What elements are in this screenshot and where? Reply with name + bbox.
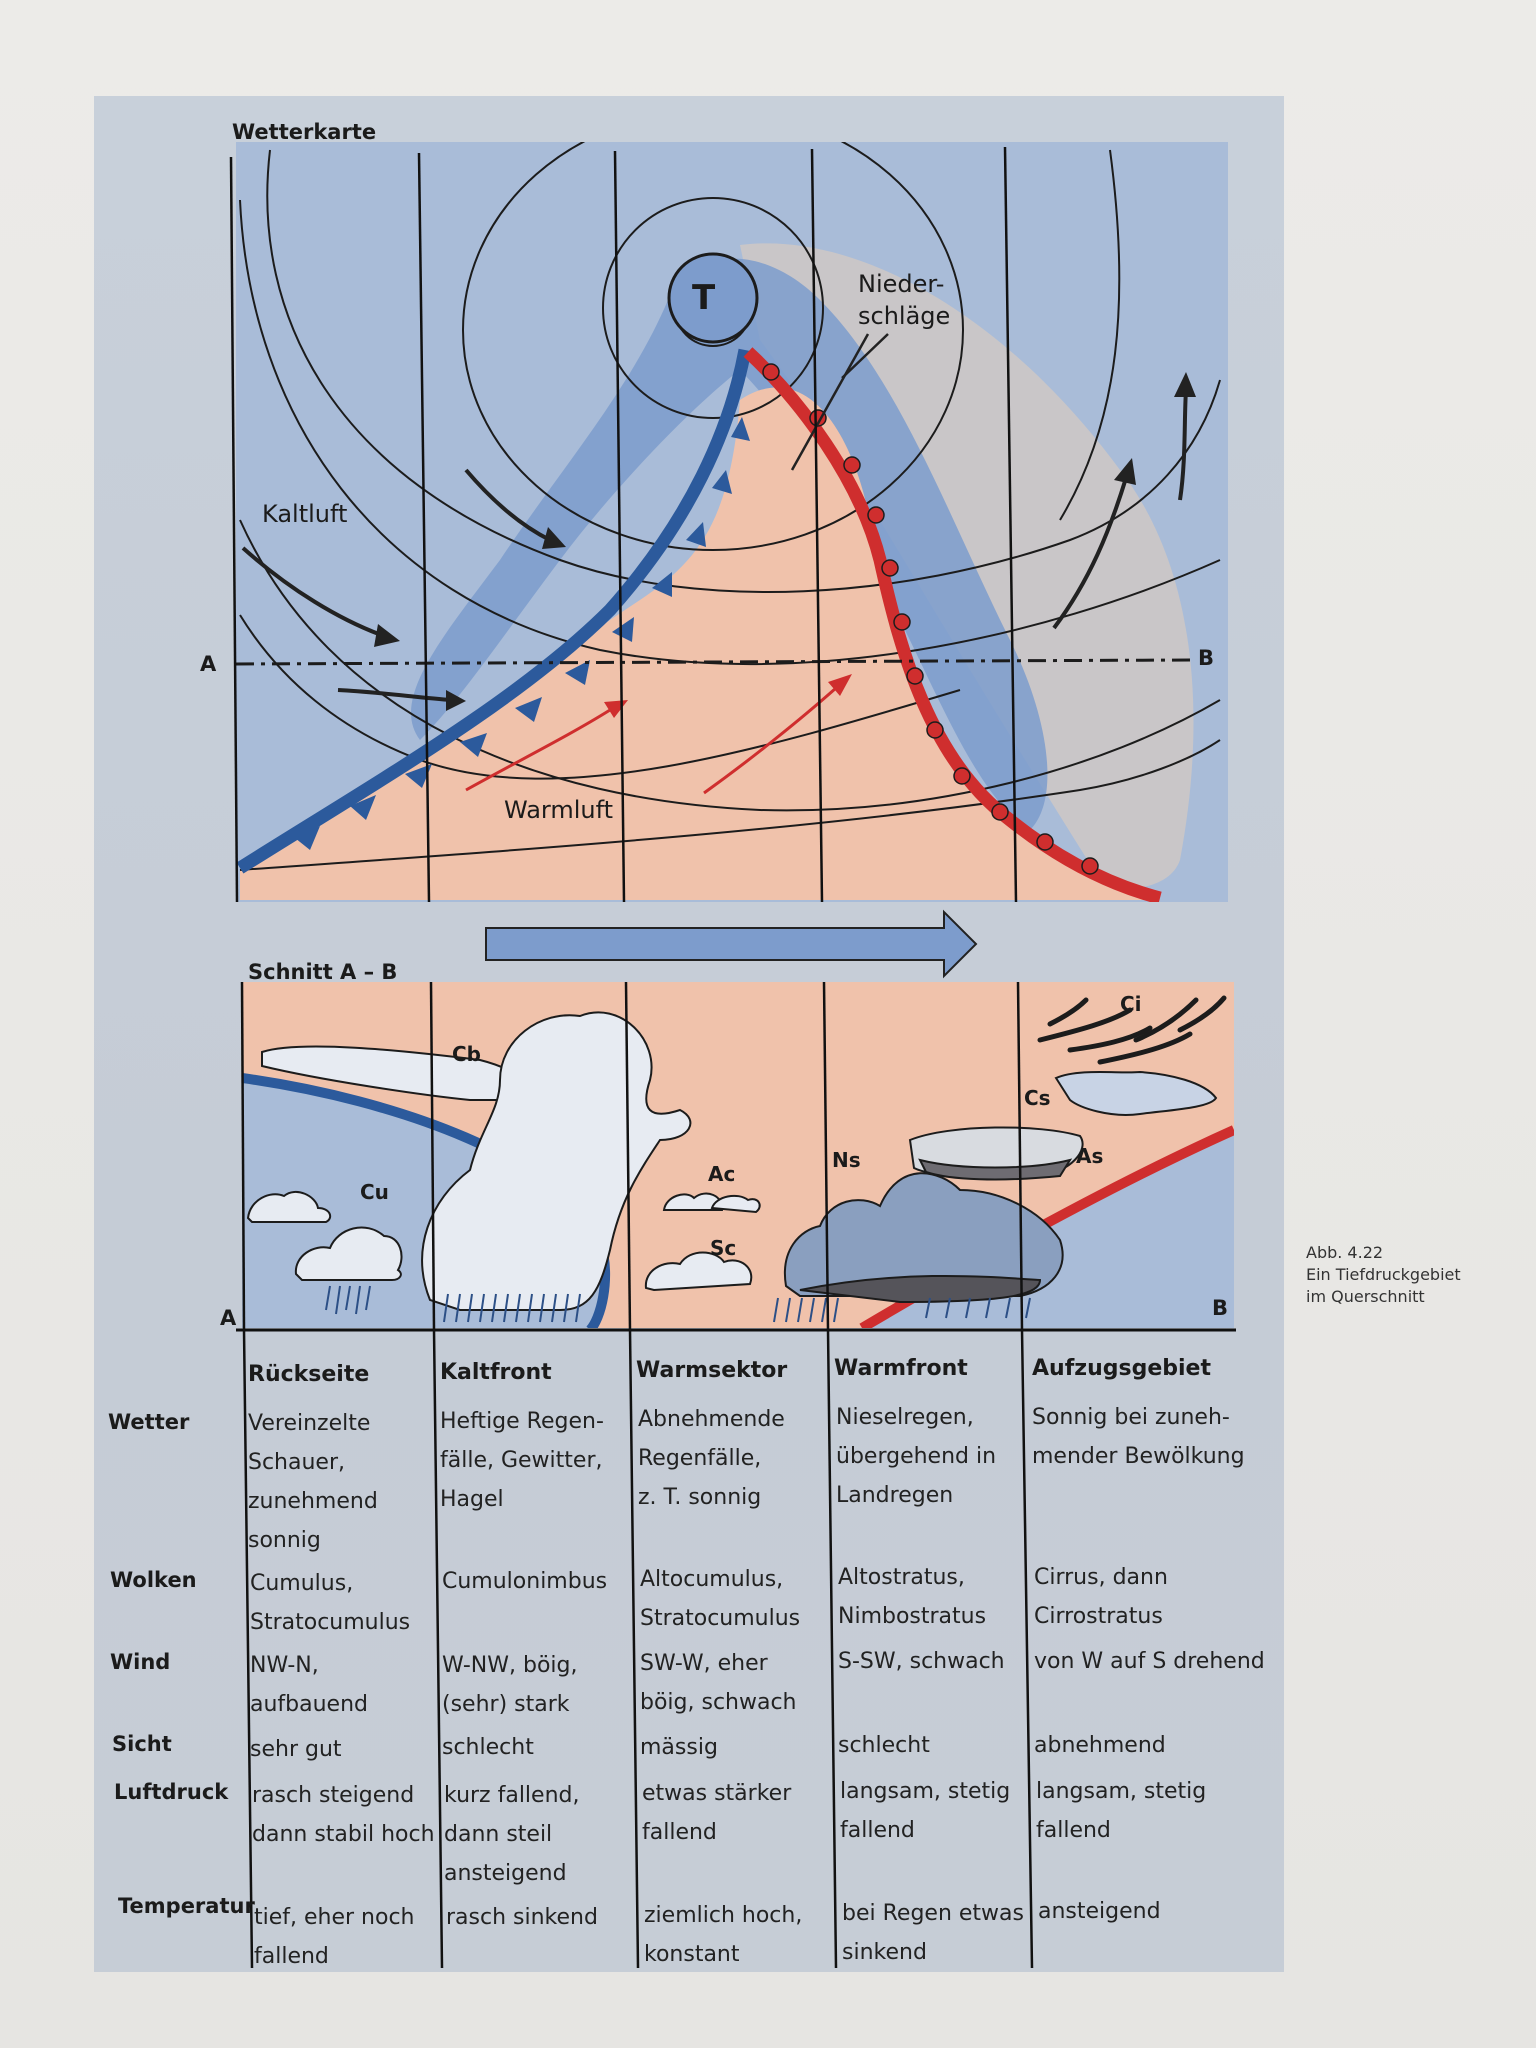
column-header-rueckseite: Rückseite bbox=[248, 1362, 370, 1387]
isobars bbox=[239, 142, 1221, 871]
cell-temperatur-kaltfront: rasch sinkend bbox=[446, 1905, 598, 1930]
cell-wind-aufzugsgebiet: von W auf S drehend bbox=[1034, 1649, 1265, 1674]
cell-wetter-kaltfront: Heftige Regen- fälle, Gewitter, Hagel bbox=[440, 1409, 604, 1512]
column-header-aufzugsgebiet: Aufzugsgebiet bbox=[1032, 1356, 1211, 1381]
precip-pointers bbox=[790, 333, 889, 471]
cloud-label-cb: Cb bbox=[452, 1042, 481, 1066]
cell-wolken-rueckseite: Cumulus, Stratocumulus bbox=[250, 1571, 411, 1635]
rain-hatching bbox=[325, 1285, 1031, 1323]
table-column-lines bbox=[242, 1329, 1034, 1969]
cumulonimbus-cloud bbox=[261, 1011, 692, 1311]
weather-map bbox=[229, 142, 1228, 903]
cell-temperatur-rueckseite: tief, eher noch fallend bbox=[254, 1905, 415, 1969]
cell-wetter-aufzugsgebiet: Sonnig bei zuneh- mender Bewölkung bbox=[1032, 1405, 1245, 1469]
figure-caption: Abb. 4.22 Ein Tiefdruckgebiet im Quersch… bbox=[1306, 1243, 1461, 1306]
column-header-warmfront: Warmfront bbox=[834, 1356, 968, 1381]
nimbostratus-altostratus-clouds bbox=[783, 1126, 1084, 1304]
map-title: Wetterkarte bbox=[232, 120, 377, 144]
cell-luftdruck-kaltfront: kurz fallend, dann steil ansteigend bbox=[444, 1783, 580, 1886]
section-column-lines bbox=[240, 981, 1024, 1331]
row-header-sicht: Sicht bbox=[112, 1732, 172, 1756]
precip-label: Nieder- schläge bbox=[858, 270, 951, 330]
cirrostratus-cloud bbox=[1054, 1070, 1218, 1116]
altocumulus-stratocumulus-clouds bbox=[644, 1192, 761, 1292]
cold-air-arrows bbox=[241, 468, 551, 702]
row-header-wind: Wind bbox=[110, 1650, 171, 1674]
cell-wetter-warmfront: Nieselregen, übergehend in Landregen bbox=[836, 1405, 997, 1508]
cloud-label-ns: Ns bbox=[832, 1148, 861, 1172]
low-pressure-symbol: T bbox=[692, 278, 716, 318]
cell-temperatur-aufzugsgebiet: ansteigend bbox=[1038, 1899, 1161, 1924]
cloud-label-cs: Cs bbox=[1024, 1086, 1051, 1110]
low-pressure-center bbox=[667, 252, 759, 344]
warm-air-arrows bbox=[465, 686, 837, 795]
cloud-label-ci: Ci bbox=[1120, 992, 1142, 1016]
cell-wind-kaltfront: W-NW, böig, (sehr) stark bbox=[442, 1653, 578, 1717]
cross-section bbox=[236, 981, 1236, 1332]
ascending-arrows bbox=[1052, 389, 1188, 630]
cirrus-streaks bbox=[1037, 995, 1227, 1065]
warm-front-line bbox=[743, 347, 1162, 902]
cold-front-triangles bbox=[295, 417, 750, 850]
map-point-b: B bbox=[1198, 646, 1215, 670]
cell-wind-warmsektor: SW-W, eher böig, schwach bbox=[640, 1651, 797, 1715]
cell-sicht-warmsektor: mässig bbox=[640, 1735, 718, 1760]
cell-sicht-aufzugsgebiet: abnehmend bbox=[1034, 1733, 1166, 1758]
cell-wolken-warmfront: Altostratus, Nimbostratus bbox=[838, 1565, 987, 1629]
row-header-luftdruck: Luftdruck bbox=[114, 1780, 229, 1804]
warm-front-bumps bbox=[762, 363, 1099, 875]
section-title: Schnitt A – B bbox=[248, 960, 398, 984]
section-line-a-b bbox=[236, 658, 1191, 666]
row-header-wetter: Wetter bbox=[108, 1410, 190, 1434]
section-point-b: B bbox=[1212, 1296, 1229, 1320]
cell-luftdruck-rueckseite: rasch steigend dann stabil hoch bbox=[252, 1783, 435, 1847]
cell-wolken-kaltfront: Cumulonimbus bbox=[442, 1569, 608, 1594]
row-header-wolken: Wolken bbox=[110, 1568, 197, 1592]
cold-air-arrowheads bbox=[374, 527, 566, 711]
cell-wolken-warmsektor: Altocumulus, Stratocumulus bbox=[640, 1567, 801, 1631]
cell-wolken-aufzugsgebiet: Cirrus, dann Cirrostratus bbox=[1034, 1565, 1168, 1629]
cell-luftdruck-warmsektor: etwas stärker fallend bbox=[642, 1781, 792, 1845]
cell-wind-warmfront: S-SW, schwach bbox=[838, 1649, 1005, 1674]
ascending-arrowheads bbox=[1114, 372, 1196, 485]
column-header-kaltfront: Kaltfront bbox=[440, 1360, 552, 1385]
movement-arrow bbox=[485, 909, 978, 979]
cloud-label-as: As bbox=[1076, 1144, 1104, 1168]
column-header-warmsektor: Warmsektor bbox=[636, 1358, 788, 1383]
map-column-lines bbox=[229, 146, 1018, 903]
cell-sicht-kaltfront: schlecht bbox=[442, 1735, 534, 1760]
cloud-label-sc: Sc bbox=[710, 1236, 737, 1260]
warm-air-label: Warmluft bbox=[504, 796, 614, 824]
row-header-temperatur: Temperatur bbox=[118, 1894, 255, 1918]
cell-sicht-rueckseite: sehr gut bbox=[250, 1737, 342, 1762]
cell-wetter-rueckseite: Vereinzelte Schauer, zunehmend sonnig bbox=[248, 1411, 378, 1553]
cell-wetter-warmsektor: Abnehmende Regenfälle, z. T. sonnig bbox=[638, 1407, 785, 1510]
cloud-label-cu: Cu bbox=[360, 1180, 389, 1204]
cloud-label-ac: Ac bbox=[708, 1162, 736, 1186]
cell-luftdruck-warmfront: langsam, stetig fallend bbox=[840, 1779, 1011, 1843]
cell-sicht-warmfront: schlecht bbox=[838, 1733, 930, 1758]
cell-temperatur-warmsektor: ziemlich hoch, konstant bbox=[644, 1903, 803, 1967]
precip-area-blue bbox=[411, 258, 1048, 830]
map-point-a: A bbox=[200, 652, 217, 676]
cold-air-label: Kaltluft bbox=[262, 500, 348, 528]
section-point-a: A bbox=[220, 1306, 237, 1330]
cell-temperatur-warmfront: bei Regen etwas sinkend bbox=[842, 1901, 1024, 1965]
cell-luftdruck-aufzugsgebiet: langsam, stetig fallend bbox=[1036, 1779, 1207, 1843]
cold-front-line bbox=[236, 348, 752, 874]
cell-wind-rueckseite: NW-N, aufbauend bbox=[250, 1653, 369, 1717]
cumulus-clouds bbox=[246, 1190, 403, 1281]
